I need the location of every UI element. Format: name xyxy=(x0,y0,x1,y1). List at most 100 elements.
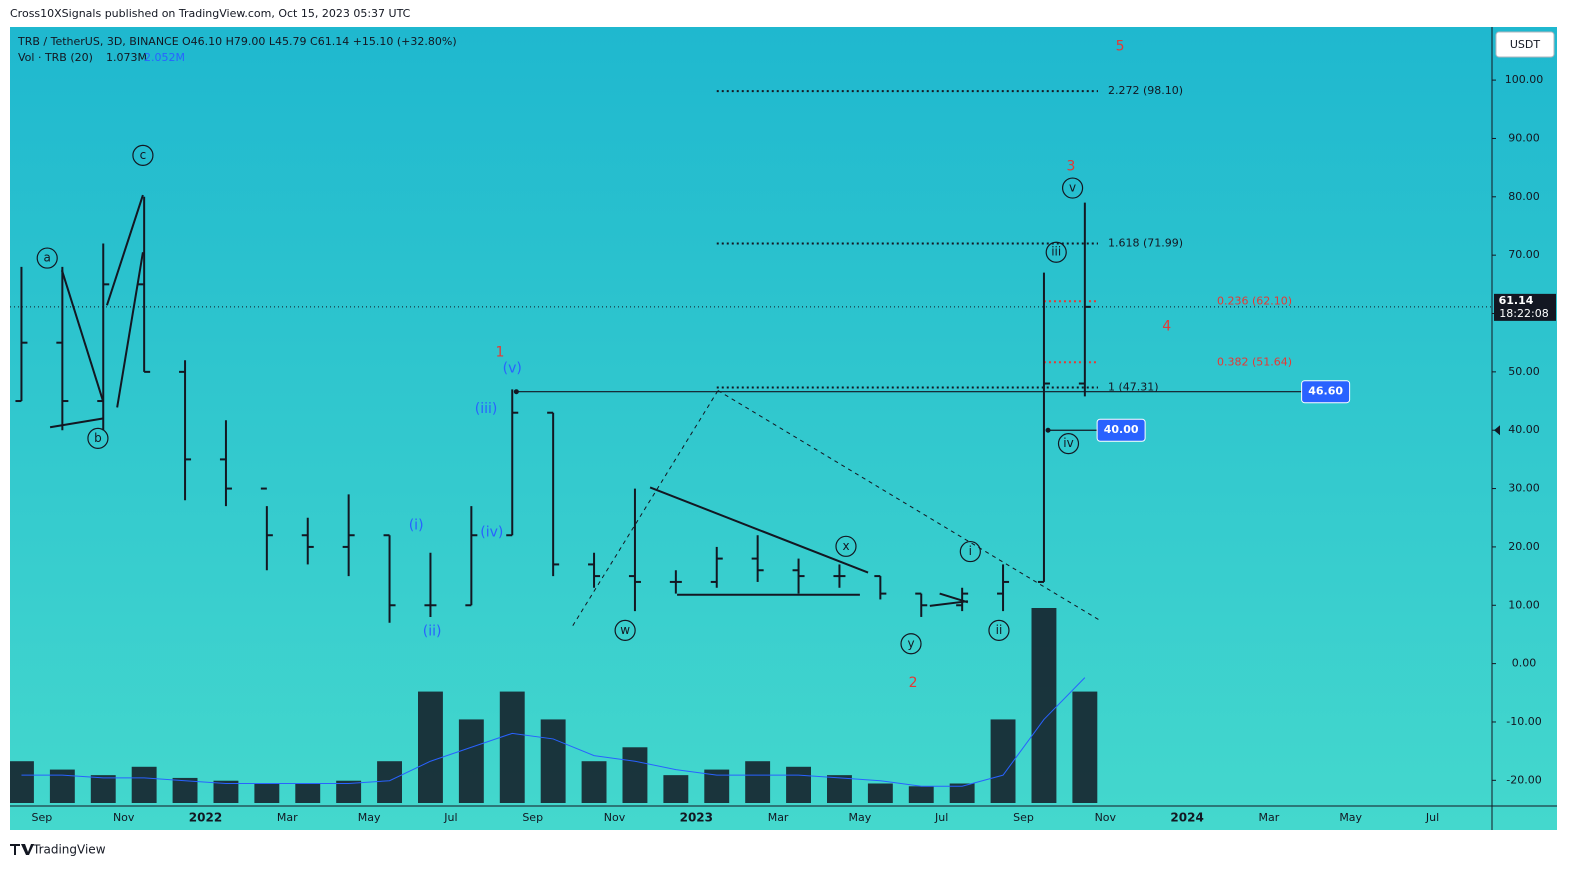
wave-circle xyxy=(1061,177,1084,199)
x-tick-label: May xyxy=(1339,811,1362,824)
volume-bar xyxy=(377,761,402,803)
wave-label: (ii) xyxy=(423,624,442,640)
volume-bar xyxy=(1031,608,1057,803)
volume-ma-line xyxy=(21,677,1086,787)
wave-label: iii xyxy=(1051,245,1061,259)
wave-label: ii xyxy=(996,623,1003,637)
wave-label: c xyxy=(140,148,147,162)
wave-label: (iv) xyxy=(480,524,503,540)
price-tag xyxy=(1494,293,1556,321)
x-tick-label: 2022 xyxy=(189,811,222,825)
trendline xyxy=(49,417,104,429)
volume-bar xyxy=(540,719,566,803)
wave-label: i xyxy=(969,544,972,558)
x-tick-label: Jul xyxy=(1425,811,1439,824)
fib-label: 0.382 (51.64) xyxy=(1217,355,1292,368)
trendline xyxy=(116,252,144,408)
fib-label: 1 (47.31) xyxy=(1108,381,1159,394)
volume-bar xyxy=(458,719,484,803)
x-tick-label: May xyxy=(849,811,872,824)
y-tick-label: 0.00 xyxy=(1512,657,1537,670)
wave-circle xyxy=(87,427,109,449)
trendline xyxy=(649,486,869,574)
volume-bar xyxy=(867,783,893,803)
volume-bar xyxy=(622,747,648,803)
symbol: TRB / TetherUS, 3D, BINANCE xyxy=(17,35,179,48)
wave-label: 3 xyxy=(1066,158,1075,174)
wave-label: 1 xyxy=(496,345,505,361)
volume-bar xyxy=(499,691,525,803)
x-tick-label: Nov xyxy=(604,811,626,824)
price-box-label: 40.00 xyxy=(1104,423,1139,436)
ohlc-values: O46.10 H79.00 L45.79 C61.14 +15.10 (+32.… xyxy=(182,35,457,48)
fib-label: 1.618 (71.99) xyxy=(1108,237,1183,250)
fib-label: 0.236 (62.10) xyxy=(1217,294,1292,307)
x-tick-label: Sep xyxy=(522,811,543,824)
x-tick-label: Sep xyxy=(1013,811,1034,824)
logo xyxy=(10,844,34,855)
volume-bar xyxy=(90,775,116,803)
volume-bar xyxy=(663,775,689,803)
volume-bar xyxy=(581,761,607,803)
volume-bar xyxy=(949,783,975,803)
brand: TradingView xyxy=(32,843,106,857)
x-tick-label: Mar xyxy=(768,811,789,824)
wave-circle xyxy=(132,144,154,166)
y-tick-label: 80.00 xyxy=(1508,190,1540,203)
trendline xyxy=(105,194,144,306)
wave-circle xyxy=(614,619,636,641)
volume-bar xyxy=(131,766,157,803)
y-tick-label: 10.00 xyxy=(1508,598,1540,611)
y-tick-label: -20.00 xyxy=(1506,773,1541,786)
y-tick-label: 50.00 xyxy=(1508,365,1540,378)
x-tick-label: Jul xyxy=(443,811,457,824)
x-tick-label: 2023 xyxy=(680,811,713,825)
x-tick-label: 2024 xyxy=(1170,811,1203,825)
publisher: Cross10XSignals published on TradingView… xyxy=(10,7,411,20)
wave-circle xyxy=(988,619,1010,641)
y-tick-label: 30.00 xyxy=(1508,482,1540,495)
wave-circle xyxy=(36,247,58,269)
y-tick-label: 90.00 xyxy=(1508,131,1540,144)
wave-label: w xyxy=(620,623,630,637)
anchor xyxy=(513,389,519,395)
x-tick-label: Nov xyxy=(1095,811,1117,824)
price-box-label: 46.60 xyxy=(1308,385,1343,398)
plot: 2.272 (98.10) 1.618 (71.99) 0.236 (62.10) 0… xyxy=(10,38,1492,803)
volume-bar xyxy=(418,691,443,803)
volume-value: 1.073M xyxy=(106,51,147,64)
price-box xyxy=(1301,380,1351,404)
price-box xyxy=(1096,418,1146,442)
wave-circle xyxy=(1045,241,1067,263)
x-tick-label: Sep xyxy=(32,811,53,824)
volume-ma-value: 2.052M xyxy=(144,51,185,64)
volume-bar xyxy=(827,775,852,803)
volume-bar xyxy=(10,761,34,803)
wave-label: y xyxy=(907,636,914,650)
wave-circle xyxy=(835,535,857,557)
volume-bar xyxy=(908,786,934,803)
wave-label: x xyxy=(842,539,849,553)
y-tick-label: 20.00 xyxy=(1508,540,1540,553)
volume-bar xyxy=(49,769,75,803)
wave-label: 4 xyxy=(1162,318,1171,334)
wave-circle xyxy=(900,633,922,655)
y-tick-label: 70.00 xyxy=(1508,248,1540,261)
volume-bar xyxy=(295,783,321,803)
volume-bar xyxy=(172,777,198,803)
wave-label: (i) xyxy=(409,517,424,533)
wave-circle xyxy=(1057,433,1080,455)
trendline xyxy=(60,270,104,401)
fib-label: 2.272 (98.10) xyxy=(1108,84,1183,97)
x-tick-label: Nov xyxy=(113,811,135,824)
currency[interactable]: USDT xyxy=(1510,38,1541,51)
wave-label: 5 xyxy=(1116,38,1125,54)
volume-bar xyxy=(745,761,771,803)
y-tick-label: 40.00 xyxy=(1508,423,1540,436)
y-tick-label: -10.00 xyxy=(1506,715,1541,728)
trendline xyxy=(572,390,719,626)
wave-label: iv xyxy=(1063,436,1073,450)
currency-button[interactable] xyxy=(1495,31,1555,58)
